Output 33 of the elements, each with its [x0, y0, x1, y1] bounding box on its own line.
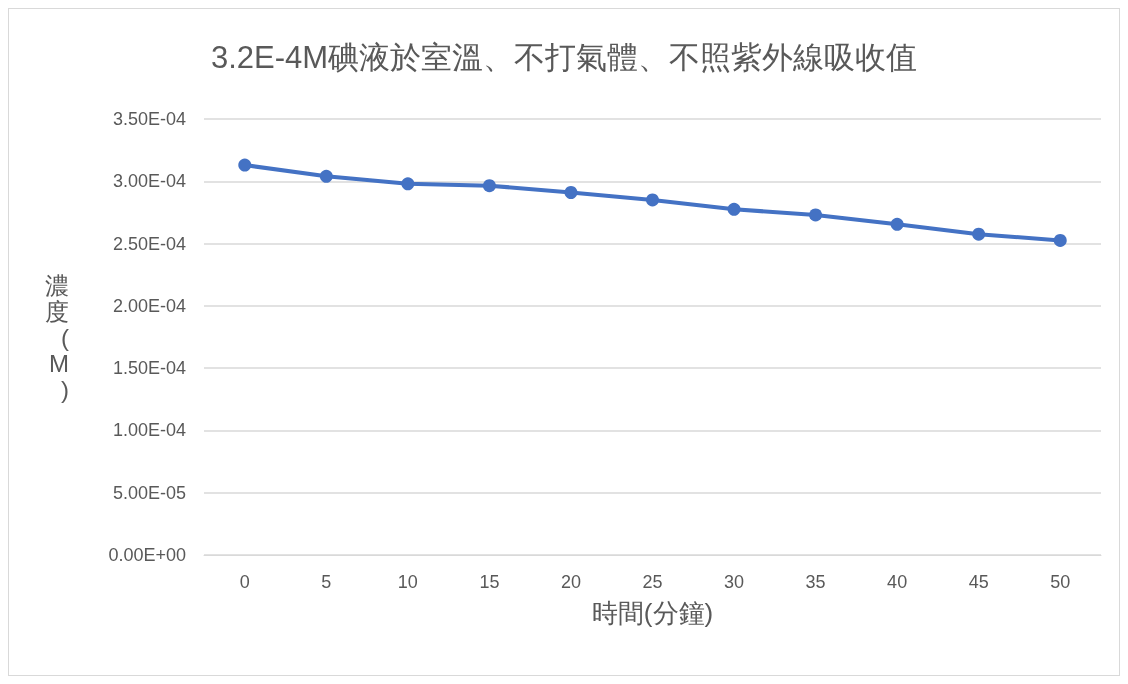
- x-tick-label: 20: [560, 572, 581, 592]
- point: [319, 169, 333, 183]
- point: [482, 179, 496, 193]
- x-tick-label: 0: [239, 572, 250, 592]
- y-tick-label: 3.00E-04: [112, 171, 186, 192]
- chart-title: 3.2E-4M碘液於室溫、不打氣體、不照紫外線吸收值: [210, 40, 918, 75]
- point: [890, 217, 904, 231]
- x-tick-label: 35: [805, 572, 826, 592]
- point: [727, 202, 741, 216]
- y-tick-label: 2.00E-04: [112, 295, 186, 316]
- x-tick-label: 50: [1050, 572, 1071, 592]
- point: [646, 193, 659, 207]
- point: [809, 208, 823, 222]
- point: [972, 227, 986, 241]
- x-tick-label: 25: [642, 572, 663, 592]
- point: [401, 177, 415, 191]
- x-tick-label: 10: [397, 572, 418, 592]
- x-tick-label: 40: [887, 572, 908, 592]
- x-axis-title: 時間(分鐘): [591, 598, 714, 628]
- point: [238, 158, 252, 172]
- y-axis-title: 濃度(M): [45, 271, 69, 403]
- x-tick-label: 45: [968, 572, 989, 592]
- y-tick-label: 2.50E-04: [112, 233, 186, 254]
- y-tick-label: 5.00E-05: [112, 482, 186, 503]
- x-tick-label: 5: [321, 572, 332, 592]
- y-tick-label: 1.50E-04: [112, 358, 186, 379]
- y-tick-label: 1.00E-04: [112, 420, 186, 441]
- x-tick-label: 30: [724, 572, 745, 592]
- point: [1053, 233, 1067, 247]
- point: [564, 186, 578, 199]
- x-tick-label: 15: [479, 572, 500, 592]
- y-tick-label: 0.00E+00: [108, 545, 186, 565]
- y-tick-label: 3.50E-04: [112, 109, 186, 129]
